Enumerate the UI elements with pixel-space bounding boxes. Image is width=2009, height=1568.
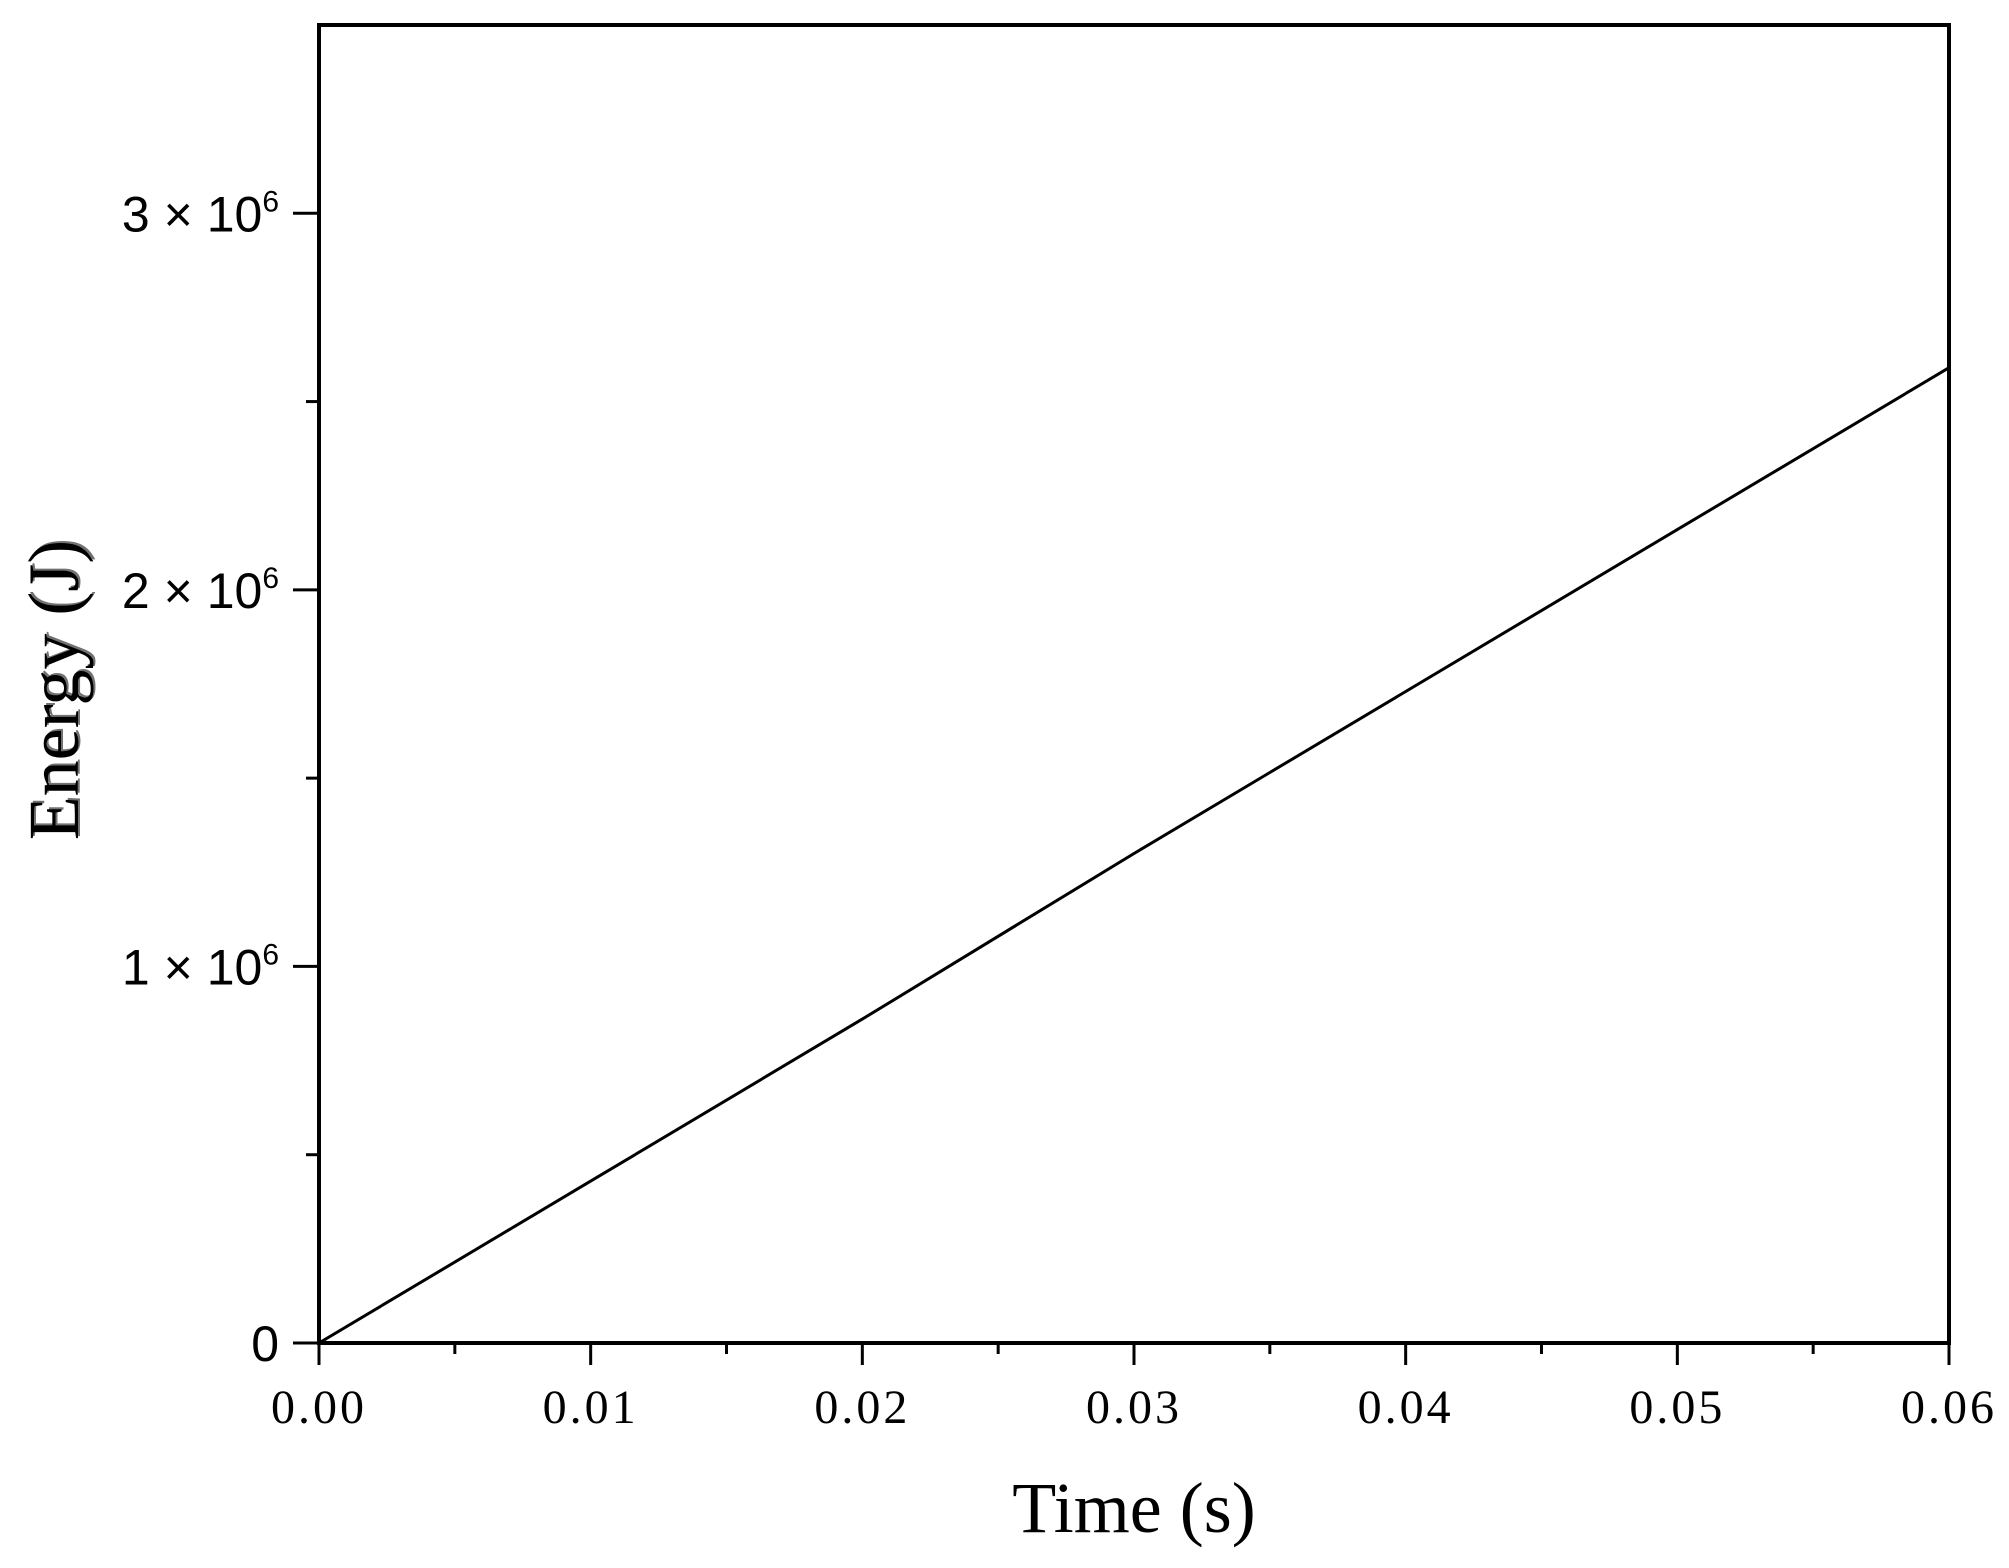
series-group	[318, 366, 1950, 1345]
y-tick-label: 3 × 106	[122, 185, 279, 242]
y-tick-label-exponent: 6	[262, 938, 279, 971]
x-tick-label: 0.00	[271, 1381, 367, 1434]
x-tick-label: 0.02	[814, 1381, 910, 1434]
y-tick-label-base: 0	[251, 1316, 279, 1372]
x-tick-label: 0.06	[1901, 1381, 1997, 1434]
x-tick-label: 0.04	[1358, 1381, 1454, 1434]
x-axis-tick-labels: 0.00 0.01 0.02 0.03 0.04 0.05 0.06	[271, 1381, 1997, 1434]
energy-series-line	[318, 366, 1950, 1345]
y-tick-label-base: 1 × 10	[122, 939, 262, 995]
x-tick-label: 0.03	[1086, 1381, 1182, 1434]
y-tick-label-exponent: 6	[262, 562, 279, 595]
y-axis-title: Energy (J)	[14, 540, 94, 841]
y-tick-label: 2 × 106	[122, 562, 279, 619]
y-tick-label: 0	[251, 1316, 279, 1372]
y-tick-label-base: 2 × 10	[122, 563, 262, 619]
x-axis-title: Time (s)	[1012, 1468, 1255, 1548]
y-tick-label-base: 3 × 10	[122, 186, 262, 242]
y-axis-ticks	[293, 211, 319, 1345]
plot-frame	[317, 23, 1951, 1345]
y-tick-label: 1 × 106	[122, 938, 279, 995]
y-axis-title-shadow: Energy (J)	[16, 538, 96, 839]
x-tick-label: 0.05	[1629, 1381, 1725, 1434]
x-axis-ticks	[317, 1343, 1951, 1365]
x-tick-label: 0.01	[543, 1381, 639, 1434]
y-axis-title-group: Energy (J) Energy (J)	[14, 538, 96, 841]
y-tick-label-exponent: 6	[262, 185, 279, 218]
